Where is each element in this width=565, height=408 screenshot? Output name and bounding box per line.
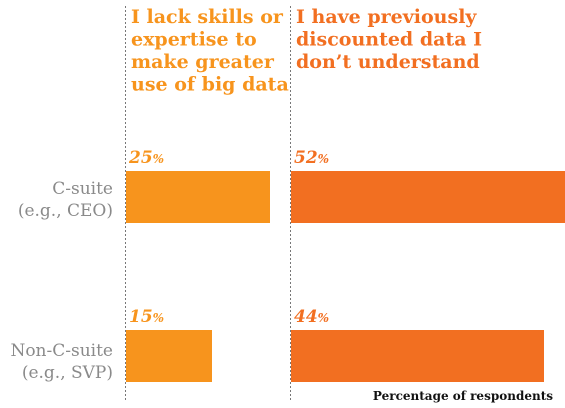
bar-s1-c2 — [126, 330, 212, 382]
value-suffix: % — [318, 311, 329, 325]
value-label-s1-c1: 25% — [128, 148, 164, 168]
value-label-s1-c2: 15% — [129, 307, 164, 327]
bar-s2-c2 — [291, 330, 544, 382]
value-suffix: % — [153, 152, 164, 166]
value-suffix: % — [318, 152, 329, 166]
category-label-line: Non-C-suite — [10, 341, 113, 361]
value-label-s2-c1: 52% — [294, 148, 329, 168]
series-header-1: I lack skills or expertise to make greater… — [131, 6, 289, 96]
value-label-s2-c2: 44% — [294, 307, 329, 327]
series-header-line: use of big data — [131, 74, 289, 96]
bar-s2-c1 — [291, 171, 565, 223]
category-label-line: (e.g., CEO) — [18, 201, 113, 221]
series-header-line: I have previously — [296, 6, 477, 28]
series-header-line: I lack skills or — [131, 6, 284, 28]
value-number: 44 — [294, 307, 318, 327]
bar-s1-c1 — [126, 171, 270, 223]
series-header-line: discounted data I — [296, 29, 482, 51]
value-suffix: % — [153, 311, 164, 325]
category-label-line: C-suite — [52, 179, 113, 199]
series-header-line: expertise to — [131, 29, 257, 51]
footnote: Percentage of respondents — [373, 389, 553, 403]
value-number: 52 — [294, 148, 318, 168]
value-number: 15 — [129, 307, 153, 327]
series-header-line: don’t understand — [296, 51, 480, 73]
category-label-1: C-suite (e.g., CEO) — [18, 179, 113, 221]
category-label-2: Non-C-suite (e.g., SVP) — [10, 341, 113, 383]
category-label-line: (e.g., SVP) — [22, 363, 113, 383]
value-number: 25 — [128, 148, 153, 168]
series-header-line: make greater — [131, 51, 275, 73]
